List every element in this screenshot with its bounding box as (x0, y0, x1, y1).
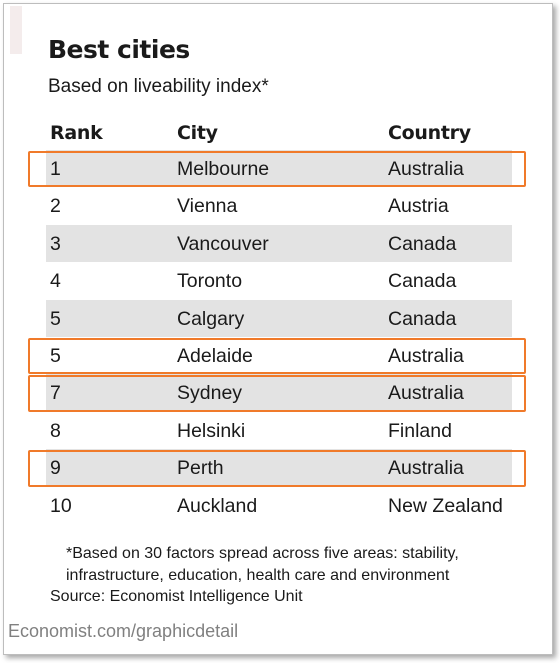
country-cell: Australia (388, 344, 464, 367)
subtitle: Based on liveability index* (48, 76, 269, 97)
country-cell: Austria (388, 195, 449, 218)
city-cell: Vancouver (177, 232, 269, 255)
table-row: 9 Perth Australia (28, 449, 526, 487)
table-row: 10 Auckland New Zealand (46, 487, 512, 524)
footnote: *Based on 30 factors spread across five … (66, 545, 459, 584)
rank-cell: 8 (50, 419, 61, 442)
rank-cell: 4 (50, 270, 61, 293)
table-row: 3 Vancouver Canada (46, 224, 512, 263)
city-cell: Sydney (177, 382, 243, 405)
city-cell: Adelaide (177, 344, 253, 367)
rank-cell: 1 (50, 158, 61, 180)
rank-cell: 9 (50, 457, 61, 480)
table-row: 4 Toronto Canada (46, 262, 512, 299)
header-country: Country (388, 122, 471, 144)
rank-cell: 2 (50, 195, 61, 218)
city-cell: Melbourne (177, 158, 270, 180)
country-cell: Finland (388, 419, 452, 442)
table-row: 1 Melbourne Australia (28, 150, 526, 188)
country-cell: New Zealand (388, 494, 503, 517)
table-row: 7 Sydney Australia (28, 374, 526, 412)
rank-cell: 10 (50, 494, 72, 517)
rank-cell: 5 (50, 307, 61, 330)
country-cell: Australia (388, 382, 464, 405)
table-body: 1 Melbourne Australia 2 Vienna Austria 3 Vancou… (28, 150, 526, 524)
rank-cell: 7 (50, 382, 61, 405)
source-note: Source: Economist Intelligence Unit (50, 588, 303, 605)
ranking-table: Rank City Country 1 Melbourne Australia 2 Vi… (28, 114, 526, 524)
rank-cell: 5 (50, 344, 61, 367)
city-cell: Calgary (177, 307, 245, 330)
corner-tag (10, 6, 22, 54)
header-city: City (177, 122, 218, 144)
table-row: 8 Helsinki Finland (46, 412, 512, 449)
city-cell: Toronto (177, 270, 243, 293)
table-row: 2 Vienna Austria (46, 187, 512, 224)
highlight-box (28, 151, 526, 188)
table-row: 5 Calgary Canada (46, 299, 512, 337)
country-cell: Canada (388, 270, 457, 293)
city-cell: Auckland (177, 494, 258, 517)
highlight-box (28, 375, 526, 412)
chart-card: Best cities Based on liveability index* … (3, 3, 553, 655)
page-title: Best cities (48, 35, 190, 64)
city-cell: Vienna (177, 195, 238, 218)
country-cell: Canada (388, 307, 457, 330)
country-cell: Australia (388, 158, 464, 180)
highlight-box (28, 337, 526, 375)
rank-cell: 3 (50, 232, 61, 255)
header-rank: Rank (50, 122, 103, 144)
city-cell: Helsinki (177, 419, 246, 442)
table-row: 5 Adelaide Australia (28, 337, 526, 375)
country-cell: Canada (388, 232, 457, 255)
city-cell: Perth (177, 457, 224, 480)
credit-link[interactable]: Economist.com/graphicdetail (8, 621, 239, 641)
highlight-box (28, 450, 526, 487)
table-header: Rank City Country (46, 114, 512, 150)
country-cell: Australia (388, 457, 464, 480)
